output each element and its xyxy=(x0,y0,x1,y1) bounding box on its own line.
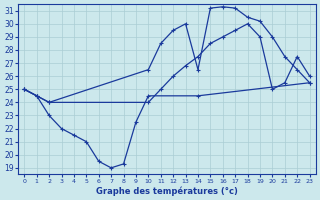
X-axis label: Graphe des températures (°c): Graphe des températures (°c) xyxy=(96,186,238,196)
